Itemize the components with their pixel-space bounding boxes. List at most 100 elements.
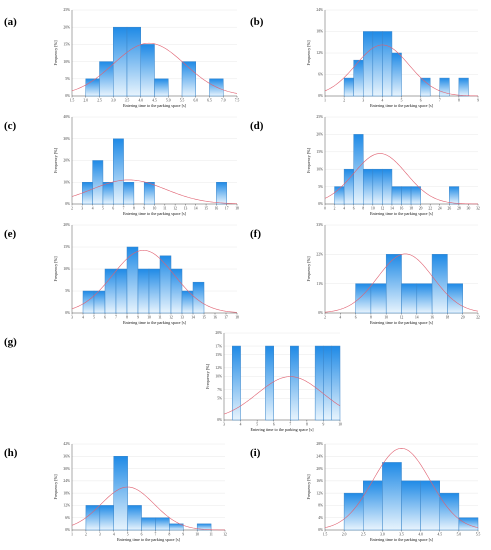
x-tick-label: 3.5	[125, 99, 130, 103]
histogram-bar	[113, 26, 128, 97]
chart-panel-3: (c) 0% 10% 20% 30% 40% 2 3 4 5 6 7 8 9 10 11 12 13 14 15 16 1…	[4, 115, 239, 216]
y-tick-label: 12%	[63, 504, 70, 508]
histogram-bar	[363, 31, 374, 97]
y-tick-label: 6%	[318, 73, 323, 77]
y-tick-label: 5%	[65, 289, 70, 293]
y-tick-label: 4%	[318, 516, 323, 520]
histogram-bar	[363, 480, 383, 531]
x-tick-label: 16	[215, 207, 219, 211]
x-tick-label: 5	[102, 207, 104, 211]
x-tick-label: 4	[82, 316, 84, 320]
x-tick-label: 20	[461, 316, 465, 320]
x-tick-label: 28	[457, 207, 461, 211]
x-tick-label: 5.0	[166, 99, 171, 103]
x-tick-label: 9	[323, 423, 325, 427]
histogram-bar	[401, 283, 418, 314]
x-axis-title: Entering time to the parking space [s]	[370, 103, 434, 108]
x-tick-label: 4	[339, 316, 341, 320]
y-tick-label: 40%	[63, 115, 70, 119]
histogram-bar	[385, 254, 402, 314]
x-tick-label: 7	[123, 207, 125, 211]
histogram-bar	[196, 523, 212, 531]
x-tick-label: 20	[419, 207, 423, 211]
y-tick-label: 12%	[316, 51, 323, 55]
chart-panel-7: (g) 0% 5% 7% 10% 12% 15% 17% 20% 3 4 5 6 7 8 9 10 Enterin…	[4, 331, 342, 432]
histogram-bar	[382, 168, 393, 205]
histogram-bar	[85, 505, 101, 531]
histogram-bar	[458, 77, 469, 97]
y-tick-label: 15%	[63, 245, 70, 249]
x-tick-label: 4	[92, 207, 94, 211]
x-tick-label: 4.5	[152, 99, 157, 103]
normal-fit-curve	[324, 153, 479, 205]
x-tick-label: 5	[256, 423, 258, 427]
x-axis-title: Entering time to the parking space [s]	[123, 211, 187, 216]
x-tick-label: 5.5	[476, 533, 481, 537]
y-tick-label: 5%	[318, 185, 323, 189]
normal-fit-curve	[71, 250, 238, 313]
x-tick-label: 7	[289, 423, 291, 427]
y-tick-label: 20%	[63, 159, 70, 163]
x-tick-label: 5.0	[457, 533, 462, 537]
x-tick-label: 17	[225, 207, 229, 211]
histogram-bar	[209, 78, 224, 97]
y-tick-label: 0%	[65, 94, 70, 98]
x-tick-label: 9	[182, 533, 184, 537]
x-tick-label: 10	[147, 316, 151, 320]
y-axis-title: Frequency [%]	[53, 256, 58, 282]
y-tick-label: 8%	[318, 504, 323, 508]
x-tick-label: 15	[204, 207, 208, 211]
chart-panel-4: (d)0%5%10%15%20%25%0 2 4 6 8 10 12 14 16 18 20 22 24…	[250, 115, 480, 216]
x-tick-label: 1.5	[323, 533, 328, 537]
x-tick-label: 2	[71, 207, 73, 211]
x-tick-label: 11	[163, 207, 167, 211]
x-tick-label: 18	[409, 207, 413, 211]
x-tick-label: 4	[381, 99, 383, 103]
x-tick-label: 0	[324, 207, 326, 211]
histogram-bar	[401, 480, 421, 531]
y-tick-label: 24%	[316, 454, 323, 458]
x-axis-title: Entering time to the parking space [s]	[370, 211, 434, 216]
x-tick-label: 10	[338, 423, 342, 427]
panel-letter: (g)	[4, 336, 17, 348]
panel-letter: (c)	[4, 120, 17, 132]
x-tick-label: 18	[235, 207, 239, 211]
histogram-bar	[140, 44, 155, 97]
y-tick-label: 0%	[65, 528, 70, 532]
chart-panel-1: (a) 0% 5% 10% 15% 20% 25% 1.5 2.0 2.5 3.0 3.5 4.0 4.5…	[4, 8, 239, 108]
y-tick-label: 0%	[318, 94, 323, 98]
x-tick-label: 8	[370, 316, 372, 320]
y-tick-label: 25%	[63, 8, 70, 12]
x-tick-label: 7	[439, 99, 441, 103]
histogram-bar	[123, 182, 135, 205]
histogram-bar	[181, 61, 196, 97]
histogram-bar	[343, 492, 364, 531]
y-tick-label: 33%	[316, 223, 323, 227]
x-tick-label: 10	[153, 207, 157, 211]
x-tick-label: 6	[420, 99, 422, 103]
chart-panels: (a)0%5%10%15%20%25%1.5 2.0 2.5 3.0 3.5 4.0 4.5…	[4, 8, 480, 542]
y-tick-label: 0%	[318, 528, 323, 532]
chart-panel-8: (h)0%6%12%18%24%30%36%42%1 2 3 4 5 6 7 8 9 10 11 12…	[4, 442, 227, 542]
x-tick-label: 2	[343, 99, 345, 103]
y-tick-label: 10%	[215, 375, 222, 379]
y-tick-label: 20%	[215, 331, 222, 335]
histogram-bar	[355, 283, 372, 314]
histogram-bar	[382, 462, 402, 531]
y-tick-label: 16%	[316, 479, 323, 483]
y-tick-label: 12%	[316, 491, 323, 495]
y-tick-label: 25%	[316, 115, 323, 119]
y-tick-label: 28%	[316, 442, 323, 446]
histogram-bar	[154, 78, 169, 97]
histogram-bar	[82, 182, 93, 205]
x-tick-label: 10	[195, 533, 199, 537]
x-tick-label: 17	[224, 316, 228, 320]
y-tick-label: 36%	[63, 454, 70, 458]
histogram-bar	[420, 77, 431, 97]
x-tick-label: 2	[85, 533, 87, 537]
y-tick-label: 17%	[215, 344, 222, 348]
x-tick-label: 13	[184, 207, 188, 211]
x-tick-label: 6	[141, 533, 143, 537]
histogram-bar	[439, 77, 450, 97]
y-tick-label: 30%	[63, 137, 70, 141]
